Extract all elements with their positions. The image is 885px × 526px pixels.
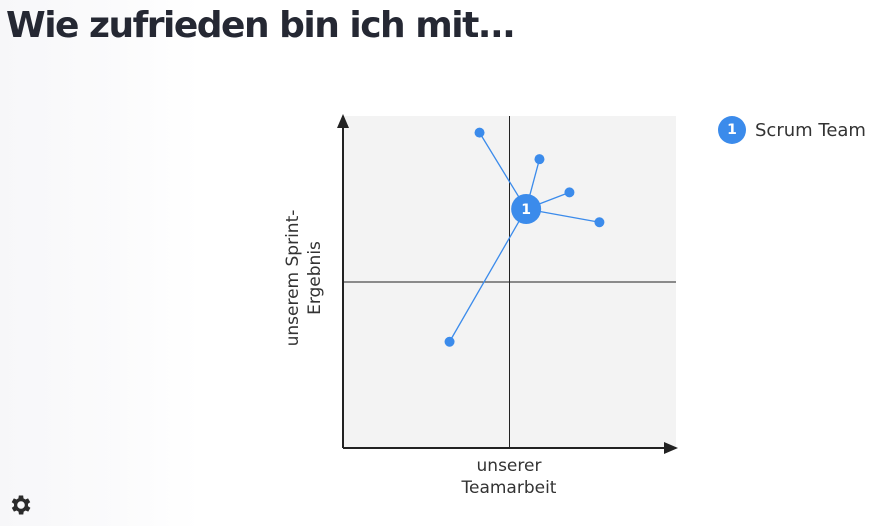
y-axis-arrow-icon (337, 114, 349, 128)
data-point (534, 154, 545, 165)
left-panel (0, 0, 200, 526)
data-point (444, 336, 455, 347)
data-point (594, 217, 605, 228)
legend-badge: 1 (718, 116, 746, 144)
x-axis-arrow-icon (664, 442, 678, 454)
y-axis-label-line2: Ergebnis (305, 241, 325, 315)
mean-marker (511, 193, 542, 224)
legend-label: Scrum Team (755, 119, 866, 141)
data-point (564, 187, 575, 198)
y-axis-label-line1: unserem Sprint- (283, 209, 303, 347)
gear-icon[interactable] (8, 492, 34, 518)
mean-marker-label: 1 (521, 202, 531, 218)
legend[interactable]: 1 Scrum Team (718, 116, 866, 144)
x-axis-label-line1: unserer (476, 456, 542, 476)
y-axis-label: unserem Sprint- Ergebnis (282, 178, 326, 378)
data-point (474, 127, 485, 138)
x-axis-label: unserer Teamarbeit (409, 455, 609, 499)
x-axis-label-line2: Teamarbeit (461, 478, 557, 498)
connector-line (448, 208, 527, 343)
page-title: Wie zufrieden bin ich mit... (6, 5, 516, 46)
